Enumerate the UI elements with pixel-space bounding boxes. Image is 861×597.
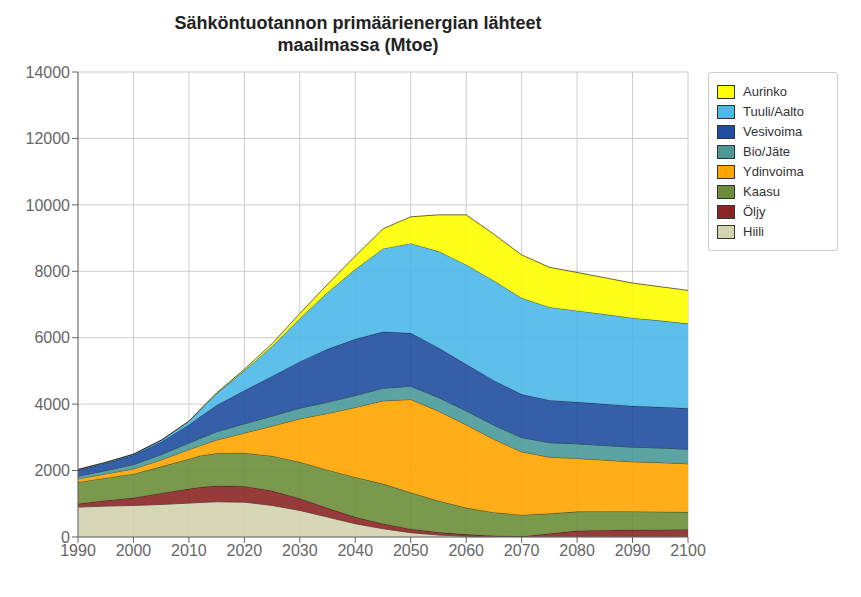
svg-text:2010: 2010: [171, 542, 207, 559]
svg-text:2040: 2040: [337, 542, 373, 559]
svg-text:2100: 2100: [670, 542, 706, 559]
html-text:Vesivoima: Vesivoima: [743, 124, 803, 139]
html-text:Sähköntuotannon primäärienergi: Sähköntuotannon primäärienergian lähteet: [174, 13, 542, 33]
html-text:Öljy: Öljy: [743, 204, 766, 219]
svg-text:2020: 2020: [227, 542, 263, 559]
svg-text:6000: 6000: [34, 329, 70, 346]
html-text:Kaasu: Kaasu: [743, 184, 780, 199]
svg-text:10000: 10000: [26, 197, 71, 214]
svg-text:12000: 12000: [26, 130, 71, 147]
svg-text:2050: 2050: [393, 542, 429, 559]
html-text:Tuuli/Aalto: Tuuli/Aalto: [743, 104, 804, 119]
svg-text:2000: 2000: [116, 542, 152, 559]
svg-text:2090: 2090: [615, 542, 651, 559]
html-text:Bio/Jäte: Bio/Jäte: [743, 144, 790, 159]
html-text:Ydinvoima: Ydinvoima: [743, 164, 804, 179]
html-text:Aurinko: Aurinko: [743, 84, 788, 99]
svg-text:8000: 8000: [34, 263, 70, 280]
svg-text:1990: 1990: [60, 542, 96, 560]
html-text:Hiili: Hiili: [743, 224, 764, 239]
svg-text:4000: 4000: [34, 396, 70, 413]
svg-text:2060: 2060: [448, 542, 484, 559]
svg-text:2080: 2080: [559, 542, 595, 559]
svg-text:2000: 2000: [34, 462, 70, 479]
svg-text:0: 0: [61, 529, 70, 546]
svg-text:2030: 2030: [282, 542, 318, 559]
svg-text:14000: 14000: [26, 64, 71, 81]
svg-text:2070: 2070: [504, 542, 540, 559]
html-text:maailmassa (Mtoe): maailmassa (Mtoe): [277, 35, 439, 55]
